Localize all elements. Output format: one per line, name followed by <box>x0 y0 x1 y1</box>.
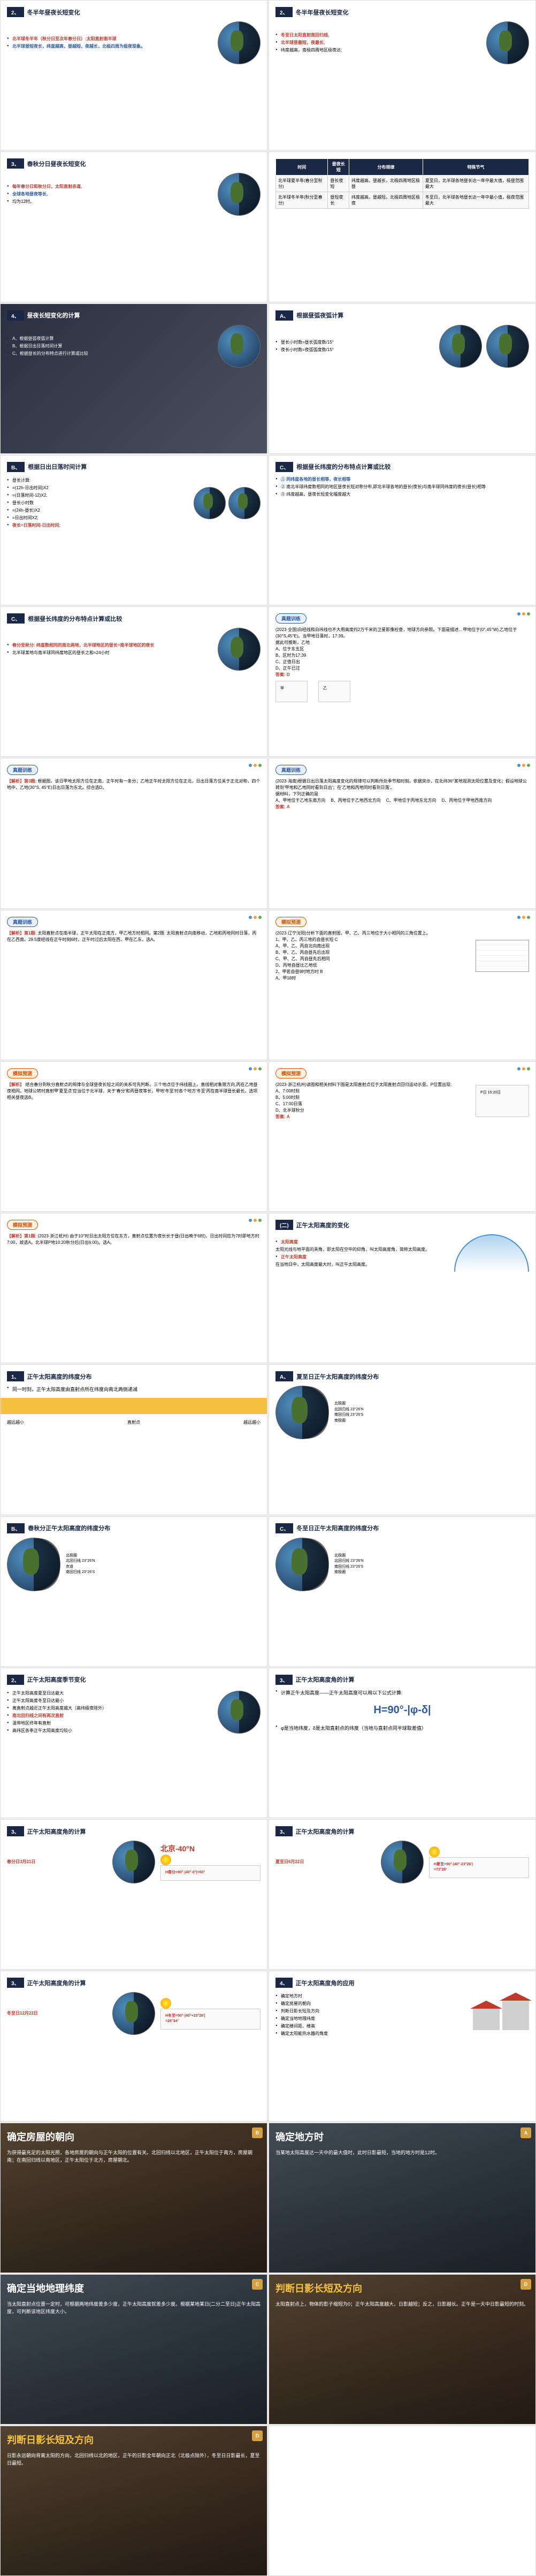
sun-arc-diagram <box>454 1234 529 1272</box>
slide-24-formula: 3、正午太阳高度角的计算 计算正午太阳高度——正午太阳高度可以用以下公式计算: … <box>269 1668 536 1818</box>
sun-ray-diagram <box>1 1398 267 1414</box>
slide-7: B、根据日出日落时间计算 昼长计算: =(12h-日出时间)X2 =(日落时间-… <box>0 455 267 605</box>
wave-diagram: P日 10:20日 <box>476 1085 529 1117</box>
slide-10-exam: 真题训练 (2023·全国)白经线和白纬线也不大用高度约2万千米的卫星影像检查，… <box>269 606 536 757</box>
slide-14-practice: 模拟预测 (2023·辽宁沈阳)分析下面的直射图，甲、乙、丙三地位于大小相同的三… <box>269 910 536 1060</box>
slide-16-practice: 模拟预测 (2023·浙江杭州)读图和相关材料下图是太阳直射点位于太阳直射点回归… <box>269 1061 536 1212</box>
city-label: 北京-40°N <box>160 1843 261 1855</box>
slide-28: 4、正午太阳高度角的应用 确定地方时 确定房屋的朝向 判断日影长短及方向 确定当… <box>269 1971 536 2121</box>
slide-31-photo: C 确定当地地理纬度 当太阳直射点位置一定时，可根据两地纬度差多少度，正午太阳高… <box>0 2274 267 2425</box>
slide-32-photo: D 判断日影长短及方向 太阳直射点上，物体的影子缩短为0；正午太阳高度越大，日影… <box>269 2274 536 2425</box>
slide-9: C、根据昼长纬度的分布特点计算或比较 春分至秋分: 纬度数相同的南北两地，北半球… <box>0 606 267 757</box>
house-icon <box>473 2009 500 2030</box>
slide-3: 3、春秋分日昼夜长短变化 每年春分日和秋分日，太阳直射赤道, 全球各地昼夜等长,… <box>0 151 267 302</box>
slide-num: 2、 <box>7 7 24 17</box>
bullet: 北半球昼短夜长，纬度越高，昼越短，夜越长，北极四周为极夜现象。 <box>7 43 212 50</box>
slide-1: 2、冬半年昼夜长短变化 北半球冬半年（秋分日至次年春分日）:太阳直射南半球 北半… <box>0 0 267 150</box>
slide-2: 2、冬半年昼夜长短变化 冬至日太阳直射南回归线, 北半球昼最短，夜最长, 纬度越… <box>269 0 536 150</box>
globe-diagram <box>218 21 261 64</box>
slide-6: A、根据昼弧夜弧计算 昼长小时数=昼长弧度数/15° 夜长小时数=夜弧弧度数/1… <box>269 303 536 454</box>
slide-4-table: 时间昼夜长短分布规律特殊节气 北半球夏半年(春分至秋分)昼长夜短纬度越高，昼越长… <box>269 151 536 302</box>
slide-19: 1、正午太阳高度的纬度分布 同一时刻，正午太阳高度由直射点所在纬度向南北两侧递减… <box>0 1364 267 1515</box>
table-row: 北半球冬半年(秋分至春分)昼短夜长纬度越高，昼越短，北极四周地区极夜冬至日，北半… <box>276 192 529 209</box>
globe-diagram <box>218 173 261 216</box>
slide-18: (二)正午太阳高度的变化 太阳高度 太阳光线与地平面的夹角，即太阳在空中的仰角，… <box>269 1213 536 1363</box>
tag-badge: B <box>252 2127 263 2138</box>
practice-badge: 模拟预测 <box>275 917 307 927</box>
bullet: 北半球冬半年（秋分日至次年春分日）:太阳直射南半球 <box>7 36 212 42</box>
chart-diagram <box>476 940 529 972</box>
sun-icon <box>160 1855 171 1865</box>
slide-8: C、根据昼长纬度的分布特点计算或比较 ① 同纬度各地的昼长相等，夜长相等 ② 南… <box>269 455 536 605</box>
slide-5: 4、昼夜长短变化的计算 A、根据昼弧夜弧计算 B、根据日出日落时间计算 C、根据… <box>0 303 267 454</box>
slide-26: 3、正午太阳高度角的计算 夏至日6月22日 H夏至=90°-|40°-23°26… <box>269 1819 536 1970</box>
slide-15-practice: 模拟预测 【解析】 结合春分到秋分直射点的规律与全球昼夜长短之间的关系可先判断。… <box>0 1061 267 1212</box>
slide-20: A、夏至日正午太阳高度的纬度分布 北极圈 北回归线 23°26'N 南回归线 2… <box>269 1364 536 1515</box>
slide-17-practice: 模拟预测 【解析】第1题: (2023·浙江杭州) 由于10°时日出太阳方位在东… <box>0 1213 267 1363</box>
slide-23: 2、正午太阳高度季节变化 正午太阳高度夏至日达最大 正午太阳高度冬至日达最小 离… <box>0 1668 267 1818</box>
slide-11-exam: 真题训练 【解析】第3题: 根据图，该日甲地太阳方位在正南，正午时有一条分；乙地… <box>0 758 267 908</box>
slide-25: 3、正午太阳高度角的计算 春分日3月21日 北京-40°N H春分=90°-|4… <box>0 1819 267 1970</box>
globe-diagram <box>218 325 261 368</box>
slide-12-exam: 真题训练 (2023·海南)根据日出日落太阳高度变化的规律可以判断所处季节和时刻… <box>269 758 536 908</box>
slide-22: C、冬至日正午太阳高度的纬度分布 北极圈 北回归线 23°26'N 南回归线 2… <box>269 1516 536 1667</box>
slide-33-photo: D 判断日影长短及方向 日影永远朝向背离太阳的方向，北回归线以北的地区，正午的日… <box>0 2426 267 2576</box>
table-row: 北半球夏半年(春分至秋分)昼长夜短纬度越高，昼越长，北极四周地区极昼夏至日，北半… <box>276 176 529 192</box>
slide-title: 冬半年昼夜长短变化 <box>27 8 80 17</box>
slide-29-photo: B 确定房屋的朝向 为获得最充足的太阳光照，各地房屋的朝向与正午太阳的位置有关。… <box>0 2123 267 2273</box>
slide-blank <box>269 2426 536 2576</box>
formula: H=90°-|φ-δ| <box>275 1704 529 1716</box>
slide-27: 3、正午太阳高度角的计算 冬至日12月22日 H冬至=90°-|40°+23°2… <box>0 1971 267 2121</box>
globe-diagram <box>486 21 529 64</box>
slide-30-photo: A 确定地方时 当某地太阳高度达一天中的最大值时，此时日影最短，当地的地方时是1… <box>269 2123 536 2273</box>
slide-21: B、春秋分正午太阳高度的纬度分布 北极圈 北回归线 23°26'N 赤道 南回归… <box>0 1516 267 1667</box>
exam-badge: 真题训练 <box>275 613 307 624</box>
slide-13-exam: 真题训练 【解析】第1题: 太阳直射点在南半球，正午太阳在正南方，甲乙地方时相同… <box>0 910 267 1060</box>
summary-table: 时间昼夜长短分布规律特殊节气 北半球夏半年(春分至秋分)昼长夜短纬度越高，昼越长… <box>275 158 529 209</box>
